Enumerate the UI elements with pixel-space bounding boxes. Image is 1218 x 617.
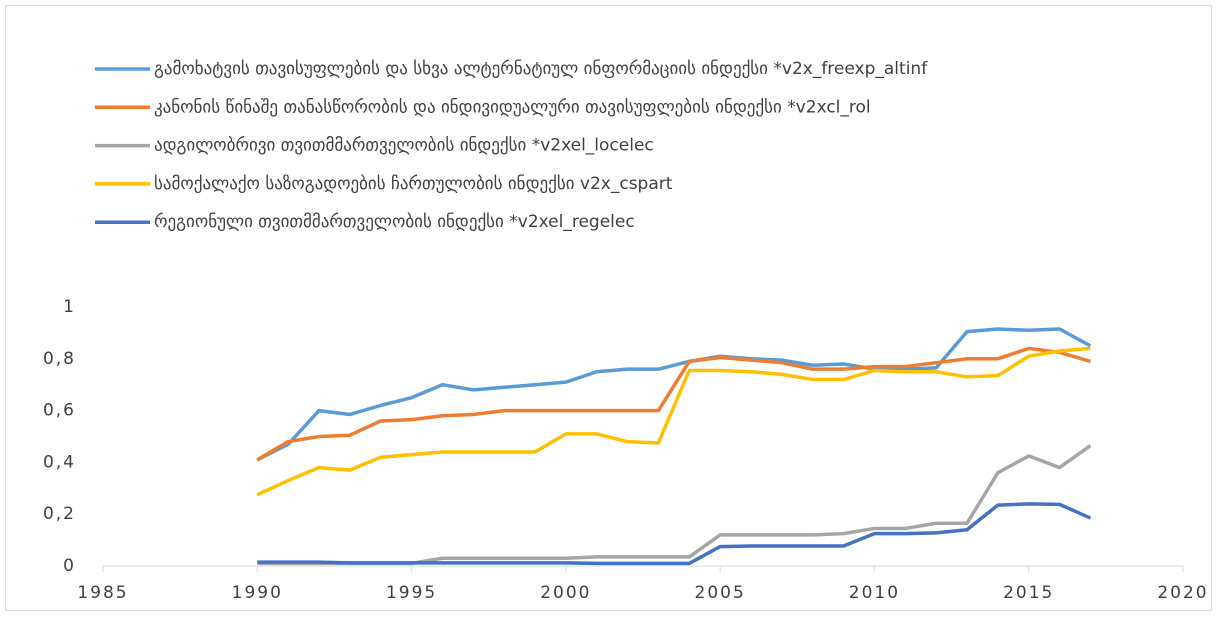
x-tick-label: 1985 [77, 583, 128, 603]
legend-label: გამოხატვის თავისუფლების და სხვა ალტერნატ… [154, 59, 928, 79]
chart-frame [5, 5, 1212, 611]
x-tick-label: 1995 [386, 583, 437, 603]
x-tick-label: 2000 [540, 583, 591, 603]
legend-label: ადგილობრივი თვითმმართველობის ინდექსი *v2… [154, 136, 654, 156]
series-line [256, 346, 1091, 497]
x-tick-label: 1990 [232, 583, 283, 603]
x-tick-label: 2015 [1003, 583, 1054, 603]
y-tick-label: 0 [63, 556, 76, 576]
x-tick-label: 2010 [849, 583, 900, 603]
series-line [256, 346, 1091, 462]
x-tick-label: 2020 [1157, 583, 1208, 603]
y-tick-label: 1 [63, 297, 76, 317]
y-tick-label: 0,2 [43, 504, 76, 524]
y-tick-label: 0,6 [43, 401, 76, 421]
series-line [256, 327, 1092, 462]
y-tick-label: 0,8 [43, 349, 76, 369]
legend-label: სამოქალაქო საზოგადოების ჩართულობის ინდექ… [154, 174, 673, 194]
legend-label: კანონის წინაშე თანასწორობის და ინდივიდუა… [154, 97, 871, 117]
legend-label: რეგიონული თვითმმართველობის ინდექსი *v2xe… [154, 212, 635, 232]
y-tick-label: 0,4 [43, 452, 76, 472]
x-tick-label: 2005 [695, 583, 746, 603]
series-line [257, 502, 1092, 566]
